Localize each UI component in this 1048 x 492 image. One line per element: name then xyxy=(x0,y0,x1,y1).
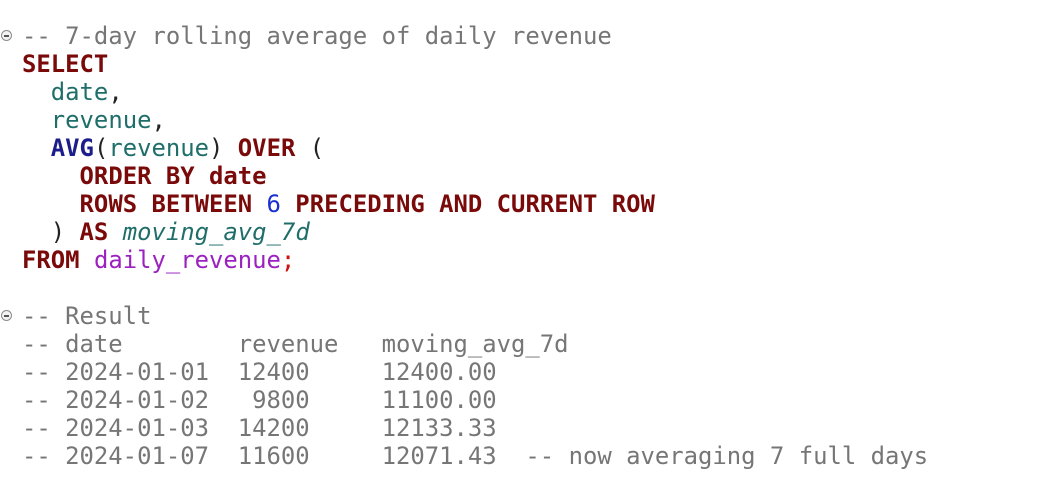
comment-token: -- 2024-01-07 11600 12071.43 -- now aver… xyxy=(22,442,929,470)
alias-token: moving_avg_7d xyxy=(122,218,310,246)
punctuation-token: , xyxy=(151,106,166,134)
code-line[interactable]: revenue, xyxy=(0,106,1048,134)
fold-collapse-icon[interactable] xyxy=(1,30,12,41)
keyword-token: ROWS BETWEEN xyxy=(79,190,267,218)
comment-token: -- Result xyxy=(22,302,152,330)
code-line[interactable]: -- 2024-01-02 9800 11100.00 xyxy=(0,386,1048,414)
keyword-token: ORDER BY date xyxy=(79,162,267,190)
code-line[interactable]: -- 2024-01-07 11600 12071.43 -- now aver… xyxy=(0,442,1048,470)
punctuation-token: ) xyxy=(22,218,80,246)
comment-token: -- 2024-01-03 14200 12133.33 xyxy=(22,414,497,442)
punctuation-token xyxy=(80,246,94,274)
fold-collapse-icon[interactable] xyxy=(1,310,12,321)
function-token: AVG xyxy=(50,134,94,162)
code-line[interactable]: -- date revenue moving_avg_7d xyxy=(0,330,1048,358)
keyword-token: SELECT xyxy=(22,50,109,78)
code-line[interactable]: -- 2024-01-03 14200 12133.33 xyxy=(0,414,1048,442)
punctuation-token: ( xyxy=(93,134,109,162)
punctuation-token: ) xyxy=(209,134,238,162)
identifier-token: revenue xyxy=(50,106,152,134)
code-line[interactable]: FROM daily_revenue; xyxy=(0,246,1048,274)
semicolon-token: ; xyxy=(280,246,296,274)
code-line[interactable]: -- Result xyxy=(0,302,1048,330)
code-line[interactable]: -- 7-day rolling average of daily revenu… xyxy=(0,22,1048,50)
code-line[interactable]: -- 2024-01-01 12400 12400.00 xyxy=(0,358,1048,386)
punctuation-token: , xyxy=(108,78,123,106)
code-line[interactable]: ROWS BETWEEN 6 PRECEDING AND CURRENT ROW xyxy=(0,190,1048,218)
punctuation-token xyxy=(22,106,51,134)
punctuation-token xyxy=(22,162,80,190)
number-token: 6 xyxy=(266,190,281,218)
code-line[interactable]: date, xyxy=(0,78,1048,106)
punctuation-token xyxy=(22,190,80,218)
code-line[interactable]: ORDER BY date xyxy=(0,162,1048,190)
punctuation-token xyxy=(108,218,122,246)
punctuation-token xyxy=(22,134,51,162)
comment-token: -- 2024-01-01 12400 12400.00 xyxy=(22,358,497,386)
keyword-token: AS xyxy=(79,218,109,246)
comment-token: -- 7-day rolling average of daily revenu… xyxy=(22,22,612,50)
code-line[interactable]: SELECT xyxy=(0,50,1048,78)
punctuation-token: ( xyxy=(295,134,325,162)
identifier-token: date xyxy=(50,78,109,106)
keyword-token: FROM xyxy=(22,246,80,274)
comment-token: -- 2024-01-02 9800 11100.00 xyxy=(22,386,497,414)
code-line[interactable] xyxy=(0,274,1048,302)
punctuation-token xyxy=(22,78,51,106)
identifier-token: revenue xyxy=(108,134,210,162)
comment-token: -- date revenue moving_avg_7d xyxy=(22,330,569,358)
keyword-token: PRECEDING AND CURRENT ROW xyxy=(280,190,655,218)
code-editor[interactable]: -- 7-day rolling average of daily revenu… xyxy=(0,22,1048,470)
keyword-token: OVER xyxy=(237,134,296,162)
code-line[interactable]: ) AS moving_avg_7d xyxy=(0,218,1048,246)
code-line[interactable]: AVG(revenue) OVER ( xyxy=(0,134,1048,162)
table-name-token: daily_revenue xyxy=(93,246,281,274)
